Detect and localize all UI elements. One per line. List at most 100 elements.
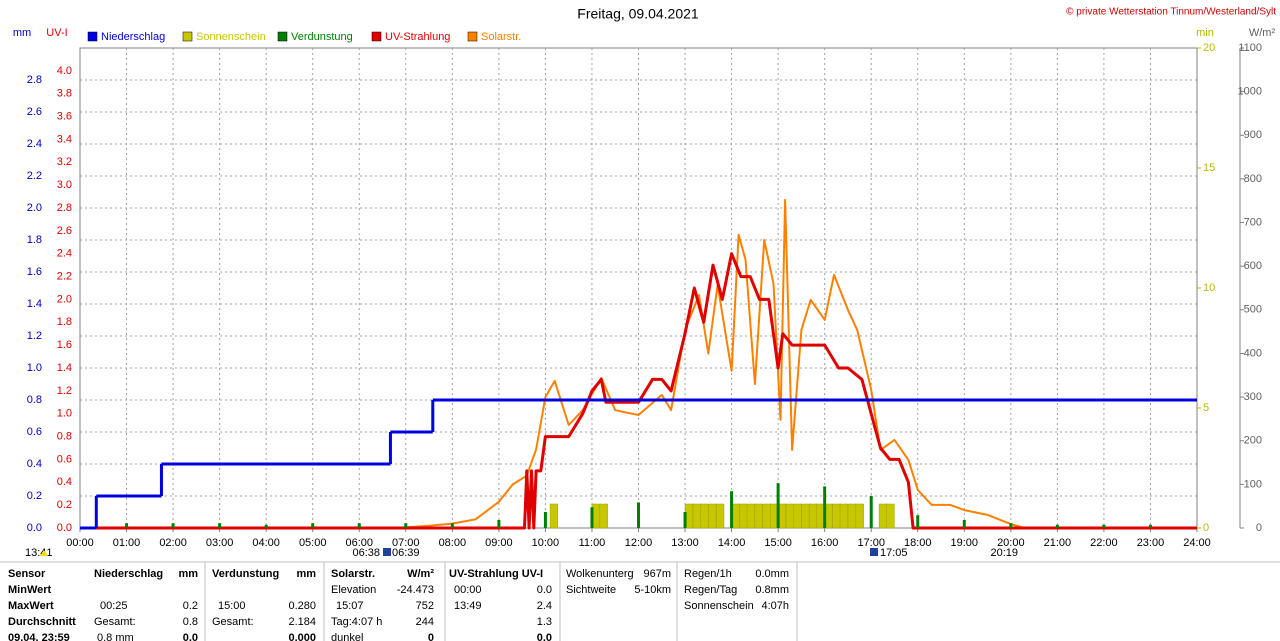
x-tick-label: 08:00: [439, 537, 467, 549]
y-tick-label: 1.2: [57, 385, 72, 397]
stats-cell: 244: [416, 616, 434, 628]
stats-cell: 0.8 mm: [97, 632, 134, 641]
sunshine-bar: [549, 503, 559, 529]
x-tick-label: 07:00: [392, 537, 420, 549]
sun-marker: 13:41: [25, 547, 53, 559]
stats-cell: Verdunstung: [212, 568, 279, 580]
y-tick-label: 2.8: [27, 74, 42, 86]
stats-cell: 0.2: [183, 600, 198, 612]
sunshine-bar: [847, 503, 856, 529]
y-tick-label: 10: [1203, 282, 1215, 294]
y-tick-label: 1.4: [57, 362, 72, 374]
y-tick-label: 800: [1244, 173, 1262, 185]
legend-swatch: [371, 31, 382, 42]
y-tick-label: 500: [1244, 304, 1262, 316]
stats-cell: MinWert: [8, 584, 52, 596]
legend-label: Solarstr.: [481, 31, 521, 43]
y-tick-label: 3.0: [57, 179, 72, 191]
y-tick-label: 3.6: [57, 110, 72, 122]
stats-cell: 13:49: [454, 600, 482, 612]
legend-swatch: [467, 31, 478, 42]
stats-cell: 0.0: [183, 632, 198, 641]
y-tick-label: 1.6: [57, 339, 72, 351]
y-tick-label: 100: [1244, 478, 1262, 490]
x-tick-label: 11:00: [579, 537, 606, 549]
stats-cell: 0.8: [183, 616, 198, 628]
y-tick-label: 2.2: [57, 270, 72, 282]
x-tick-label: 18:00: [904, 537, 932, 549]
sunshine-bar: [708, 503, 717, 529]
sun-marker: 20:19: [990, 547, 1018, 559]
x-tick-label: 21:00: [1044, 537, 1072, 549]
y-tick-label: 300: [1244, 391, 1262, 403]
y-tick-label: 0.0: [27, 522, 42, 534]
sunshine-bar: [700, 503, 709, 529]
stats-cell: MaxWert: [8, 600, 54, 612]
x-tick-label: 14:00: [718, 537, 746, 549]
y-tick-label: 0.2: [57, 499, 72, 511]
copyright: © private Wetterstation Tinnum/Westerlan…: [1066, 7, 1276, 18]
stats-cell: Sonnenschein: [684, 600, 754, 612]
axis-title: min: [1196, 27, 1214, 39]
x-tick-label: 20:00: [997, 537, 1025, 549]
legend-label: UV-Strahlung: [385, 31, 450, 43]
y-tick-label: 900: [1244, 129, 1262, 141]
y-tick-label: 0.6: [27, 426, 42, 438]
y-tick-label: 1100: [1238, 42, 1262, 54]
stats-cell: 0.0: [537, 632, 552, 641]
y-tick-label: 4.0: [57, 65, 72, 77]
chart-title: Freitag, 09.04.2021: [577, 6, 699, 22]
stats-cell: -24.473: [397, 584, 434, 596]
y-tick-label: 1.8: [27, 234, 42, 246]
y-tick-label: 3.2: [57, 156, 72, 168]
stats-cell: 0.0mm: [755, 568, 789, 580]
sunshine-bar: [762, 503, 771, 529]
stats-lines: [0, 561, 1280, 641]
x-tick-label: 09:00: [485, 537, 513, 549]
y-tick-label: 1000: [1238, 86, 1262, 98]
x-tick-label: 19:00: [951, 537, 979, 549]
stats-cell: Sensor: [8, 568, 46, 580]
sun-marker: 17:05: [880, 547, 908, 559]
x-tick-label: 24:00: [1183, 537, 1211, 549]
stats-cell: 2.4: [537, 600, 552, 612]
stats-cell: 15:00: [218, 600, 246, 612]
x-tick-label: 02:00: [159, 537, 187, 549]
stats-cell: 0: [428, 632, 434, 641]
y-tick-label: 0.8: [27, 394, 42, 406]
legend-label: Sonnenschein: [196, 31, 266, 43]
stats-cell: 15:07: [336, 600, 364, 612]
y-tick-label: 2.4: [57, 248, 72, 260]
y-tick-label: 0.0: [57, 522, 72, 534]
legend-label: Verdunstung: [291, 31, 353, 43]
stats-cell: 1.3: [537, 616, 552, 628]
stats-cell: 00:00: [454, 584, 482, 596]
x-tick-label: 13:00: [671, 537, 699, 549]
sunshine-bar: [801, 503, 810, 529]
stats-cell: Gesamt:: [212, 616, 254, 628]
stats-cell: Wolkenunterg: [566, 568, 634, 580]
y-tick-label: 5: [1203, 402, 1209, 414]
axis-title: UV-I: [46, 27, 67, 39]
sunshine-bar: [746, 503, 755, 529]
sunshine-bar: [832, 503, 841, 529]
sunshine-bar: [754, 503, 763, 529]
stats-cell: 0.0: [537, 584, 552, 596]
stats-cell: 0.280: [288, 600, 316, 612]
series-line: [80, 252, 1197, 530]
stats-cell: Tag:4:07 h: [331, 616, 382, 628]
y-tick-label: 2.2: [27, 170, 42, 182]
y-tick-label: 1.0: [27, 362, 42, 374]
x-tick-label: 17:00: [857, 537, 885, 549]
legend-label: Niederschlag: [101, 31, 165, 43]
y-tick-label: 20: [1203, 42, 1215, 54]
x-tick-label: 04:00: [252, 537, 280, 549]
x-tick-label: 00:00: [66, 537, 94, 549]
y-tick-label: 2.0: [57, 293, 72, 305]
stats-cell: 09.04. 23:59: [8, 632, 70, 641]
stats-cell: 00:25: [100, 600, 128, 612]
stats-cell: Sichtweite: [566, 584, 616, 596]
stats-cell: Elevation: [331, 584, 376, 596]
